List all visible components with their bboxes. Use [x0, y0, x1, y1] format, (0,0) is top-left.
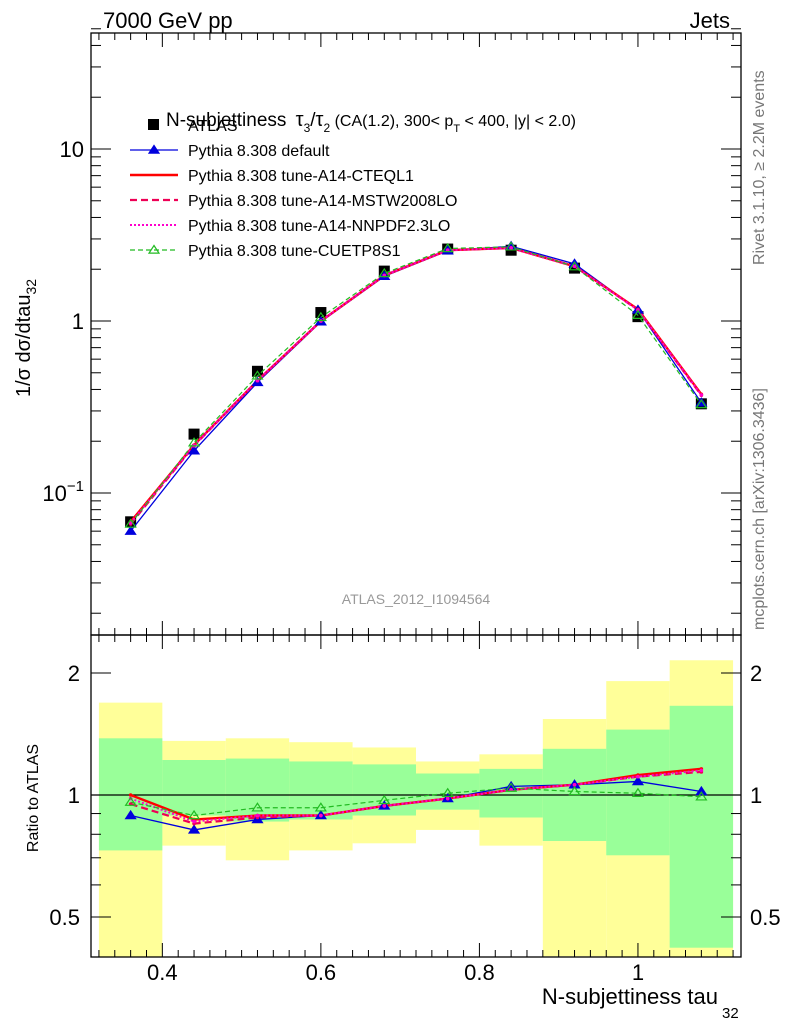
ratio-point-default — [631, 775, 645, 786]
ratio-xtick-label: 0.6 — [306, 960, 337, 985]
legend-marker-cuetp8s1 — [147, 244, 161, 254]
ratio-ytick-label-right: 0.5 — [750, 905, 781, 930]
ratio-point-cuetp8s1 — [378, 794, 391, 805]
main-point-cuetp8s1 — [631, 309, 645, 320]
main-point-nnpdf — [255, 378, 260, 383]
main-ytick-label: 10 — [60, 137, 84, 162]
ratio-ylabel: Ratio to ATLAS — [25, 744, 42, 852]
ratio-ytick-label-left: 1 — [68, 783, 80, 808]
main-point-cuetp8s1 — [695, 398, 708, 409]
ratio-point-cuetp8s1 — [631, 787, 645, 797]
ratio-uncertainty-bands — [98, 660, 734, 957]
energy-label: 7000 GeV pp — [103, 8, 233, 33]
main-ylabel: 1/σ dσ/dtau32 — [13, 279, 39, 397]
main-series-group — [124, 240, 708, 535]
ratio-xtick-label: 0.8 — [464, 960, 495, 985]
main-point-cuetp8s1 — [441, 242, 454, 253]
legend-label-cteql1: Pythia 8.308 tune-A14-CTEQL1 — [188, 168, 414, 185]
ratio-xtick-label: 1 — [632, 960, 644, 985]
ratio-band-inner — [225, 758, 290, 822]
ratio-point-nnpdf — [255, 813, 260, 818]
ratio-point-default — [695, 785, 708, 796]
legend-label-nnpdf: Pythia 8.308 tune-A14-NNPDF2.3LO — [188, 218, 450, 235]
main-point-nnpdf — [128, 521, 133, 525]
ratio-line-cuetp8s1 — [130, 787, 702, 817]
main-point-cuetp8s1 — [378, 267, 391, 278]
main-point-cuetp8s1 — [124, 518, 137, 528]
main-point-cuetp8s1 — [314, 311, 327, 322]
main-line-nnpdf — [129, 246, 703, 524]
main-line-default — [130, 245, 702, 532]
ratio-series-group — [124, 767, 708, 834]
x-axis-label: N-subjettiness tau — [542, 984, 718, 1009]
main-line-cuetp8s1 — [130, 246, 702, 525]
ratio-point-cuetp8s1 — [505, 782, 518, 792]
ratio-ytick-label-right: 1 — [750, 783, 762, 808]
ratio-point-nnpdf — [192, 819, 196, 824]
analysis-id: ATLAS_2012_I1094564 — [342, 591, 491, 607]
ratio-band-inner — [416, 773, 480, 810]
ratio-point-nnpdf — [445, 796, 450, 801]
main-point-nnpdf — [509, 246, 513, 250]
legend-marker-atlas — [148, 119, 159, 130]
main-point-default — [187, 445, 201, 455]
main-title: N-subjettiness τ3/τ2 (CA(1.2), 300< pT <… — [166, 109, 576, 135]
ratio-xtick-label: 0.4 — [147, 960, 178, 985]
ratio-point-nnpdf — [699, 768, 704, 773]
ratio-point-cuetp8s1 — [251, 802, 264, 812]
main-point-cuetp8s1 — [251, 370, 264, 380]
ratio-band-inner — [669, 705, 734, 948]
legend-label-atlas: ATLAS — [188, 118, 238, 135]
ratio-point-nnpdf — [319, 813, 323, 818]
legend-label-mstw: Pythia 8.308 tune-A14-MSTW2008LO — [188, 193, 457, 210]
legend: ATLAS Pythia 8.308 default Pythia 8.308 tu… — [130, 118, 457, 260]
ratio-point-cteql1 — [128, 793, 133, 797]
main-plot-panel: 10−1 1 10 N-subjettiness τ3/τ2 (CA(1.2), 3… — [13, 28, 742, 636]
main-point-nnpdf — [572, 264, 577, 269]
ratio-point-default — [124, 809, 137, 820]
ratio-point-cuetp8s1 — [441, 787, 454, 797]
ratio-point-cuetp8s1 — [314, 802, 327, 812]
ratio-point-nnpdf — [382, 804, 387, 808]
mcplots-label: mcplots.cern.ch [arXiv:1306.3436] — [751, 388, 768, 630]
ratio-ytick-label-left: 2 — [68, 661, 80, 686]
main-point-cuetp8s1 — [187, 437, 201, 447]
main-point-cuetp8s1 — [505, 241, 518, 251]
main-point-atlas — [188, 428, 200, 440]
main-ytick-label: 1 — [72, 309, 84, 334]
process-label: Jets — [690, 8, 730, 33]
ratio-ytick-label-left: 0.5 — [49, 905, 80, 930]
ratio-point-nnpdf — [636, 774, 640, 779]
legend-marker-default — [147, 144, 161, 154]
legend-label-default: Pythia 8.308 default — [188, 143, 330, 160]
ratio-point-nnpdf — [572, 782, 577, 787]
legend-label-cuetp8s1: Pythia 8.308 tune-CUETP8S1 — [188, 243, 401, 260]
main-point-atlas — [632, 311, 644, 323]
ratio-point-cuetp8s1 — [124, 796, 137, 806]
main-line-cteql1 — [129, 246, 703, 523]
main-line-mstw — [129, 246, 703, 525]
ratio-point-cuetp8s1 — [695, 791, 708, 801]
main-ytick-label: 10−1 — [42, 478, 84, 506]
ratio-band-inner — [162, 760, 226, 816]
main-point-atlas — [569, 262, 581, 274]
ratio-point-default — [187, 824, 201, 834]
main-point-nnpdf — [699, 393, 704, 397]
ratio-point-cuetp8s1 — [568, 785, 581, 796]
main-axis-ticks: 10−1 1 10 — [42, 28, 741, 635]
ratio-frame — [90, 634, 742, 958]
x-axis-label-subscript: 32 — [722, 1005, 739, 1022]
rivet-label: Rivet 3.1.10, ≥ 2.2M events — [751, 70, 768, 265]
ratio-band-inner — [289, 761, 353, 820]
main-point-default — [124, 525, 137, 535]
ratio-ytick-label-right: 2 — [750, 661, 762, 686]
ratio-point-cuetp8s1 — [187, 809, 201, 820]
main-point-cuetp8s1 — [568, 261, 581, 271]
ratio-plot-panel: 0.4 0.6 0.8 1 0.5 0.5 1 1 2 2 Ratio to ATLAS N-su… — [25, 634, 781, 1022]
ratio-line-mstw — [130, 770, 702, 825]
ratio-axis-ticks: 0.4 0.6 0.8 1 0.5 0.5 1 1 2 2 — [49, 635, 781, 985]
